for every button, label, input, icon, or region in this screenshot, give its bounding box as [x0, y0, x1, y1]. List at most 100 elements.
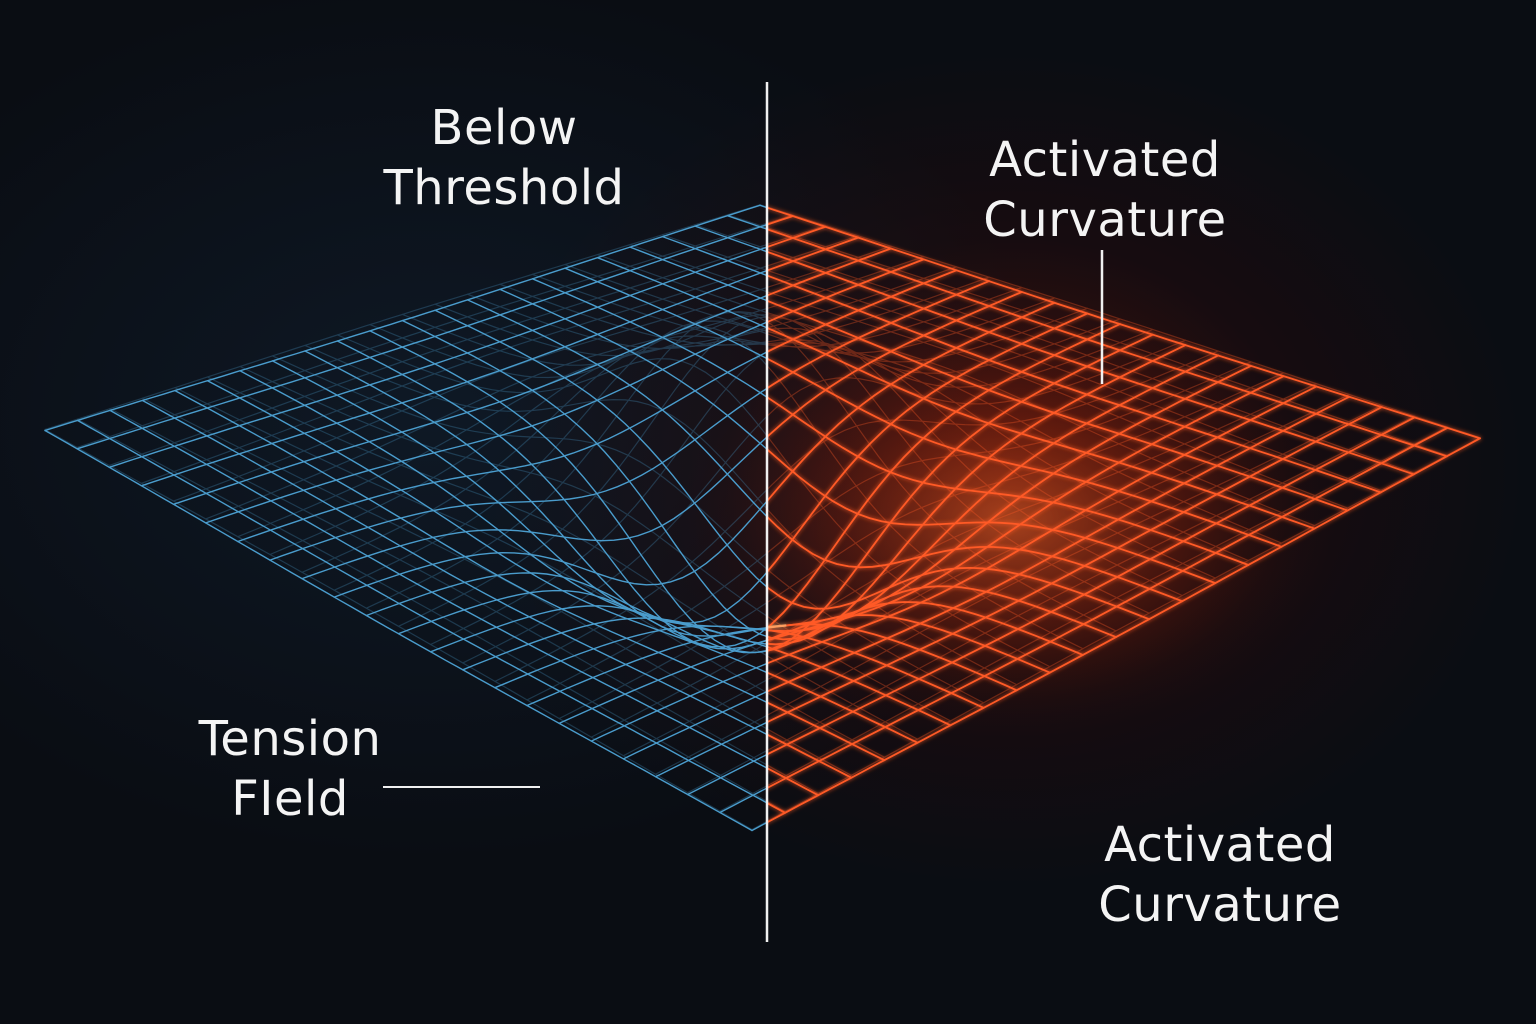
right-grid-u-line-16 — [767, 375, 1285, 642]
reflection-left-grid-v-line-4 — [629, 244, 767, 293]
activated-curvature-label-bottom: Activated Curvature — [1055, 815, 1385, 935]
reflection-right-grid-u-line-19 — [767, 404, 1383, 717]
right-grid-u-line-9 — [767, 301, 1056, 503]
right-grid-u-line-4 — [767, 247, 892, 297]
reflection-left-grid-u-line-13 — [462, 415, 767, 664]
right-grid-u-line-5 — [767, 258, 925, 324]
reflection-right-grid-u-line-20 — [767, 415, 1416, 752]
below-threshold-grid — [44, 204, 767, 832]
right-grid-u-line-6 — [767, 269, 958, 354]
reflection-left-grid-u-line-9 — [333, 320, 767, 591]
reflection-left-grid-v-line-10 — [434, 303, 767, 357]
reflection-left-grid-v-line-11 — [401, 311, 767, 366]
left-grid-u-line-15 — [526, 626, 767, 707]
activated-curvature-bottom-line-2: Curvature — [1098, 877, 1342, 933]
reflection-right-grid-v-line-12 — [767, 364, 1084, 650]
right-grid-v-line-13 — [767, 614, 1051, 674]
left-grid-v-line-22 — [44, 429, 753, 832]
reflection-right-grid-v-line-13 — [767, 434, 1051, 668]
right-grid-u-line-11 — [767, 323, 1121, 629]
reflection-left-grid-u-line-14 — [494, 488, 767, 682]
reflection-right-grid-v-line-14 — [767, 508, 1018, 686]
reflection-left-grid-u-line-1 — [76, 222, 767, 449]
reflection-right-grid-u-line-22 — [767, 437, 1481, 823]
tension-field-label: Tension FIeld — [155, 709, 425, 829]
reflection-right-grid-u-line-6 — [767, 266, 957, 329]
left-grid-v-line-21 — [76, 419, 767, 804]
right-grid-u-line-17 — [767, 385, 1318, 665]
reflection-left-grid-v-line-16 — [239, 365, 767, 617]
activated-curvature-top-line-1: Activated — [989, 132, 1221, 188]
reflection-right-grid-v-line-2 — [767, 248, 1415, 474]
reflection-right-grid-u-line-5 — [767, 255, 925, 310]
left-grid-u-line-16 — [558, 639, 767, 724]
reflection-left-grid-u-line-11 — [397, 316, 767, 627]
reflection-right-grid-u-line-11 — [767, 316, 1121, 374]
below-threshold-line-2: Threshold — [383, 160, 625, 216]
reflection-right-grid-v-line-16 — [767, 615, 952, 722]
left-grid-v-line-16 — [239, 370, 767, 648]
reflection-left-grid-u-line-3 — [140, 265, 767, 484]
right-grid-u-line-15 — [767, 365, 1252, 629]
left-grid-v-line-20 — [109, 409, 767, 769]
right-grid-v-line-15 — [767, 629, 985, 709]
right-grid-v-line-16 — [767, 645, 952, 727]
right-grid-u-line-13 — [767, 344, 1187, 646]
reflection-right-grid-u-line-16 — [767, 372, 1285, 604]
left-grid-v-line-10 — [434, 309, 767, 588]
right-grid-u-line-12 — [767, 333, 1154, 652]
activated-curvature-top-line-2: Curvature — [983, 192, 1227, 248]
reflection-left-grid-u-line-15 — [526, 552, 767, 701]
reflection-left-grid-u-line-7 — [269, 341, 767, 556]
reflection-right-grid-u-line-7 — [767, 276, 990, 343]
reflection-left-grid-v-line-7 — [531, 273, 767, 345]
reflection-right-grid-u-line-18 — [767, 393, 1350, 681]
activated-curvature-bottom-line-1: Activated — [1104, 817, 1336, 873]
reflection-left-grid-v-line-12 — [369, 324, 767, 379]
right-grid-u-line-7 — [767, 280, 990, 390]
reflection-left-grid-u-line-5 — [205, 307, 767, 520]
tension-field-line-2: FIeld — [231, 771, 349, 827]
reflection-right-grid-v-line-15 — [767, 568, 985, 704]
reflection-left-grid-v-line-21 — [76, 418, 767, 803]
reflection-right-grid-v-line-0 — [767, 206, 1481, 439]
reflection-right-grid-u-line-12 — [767, 328, 1154, 388]
right-grid-u-line-21 — [767, 427, 1449, 790]
reflection-right-grid-u-line-4 — [767, 245, 892, 289]
reflection-left-grid-v-line-17 — [206, 376, 767, 657]
reflection-left-grid-u-line-2 — [108, 243, 767, 467]
left-grid-u-line-0 — [44, 204, 761, 432]
left-grid-v-line-8 — [499, 288, 767, 451]
reflection-right-grid-v-line-6 — [767, 330, 1283, 544]
right-grid-v-line-17 — [767, 671, 919, 744]
reflection-left-grid-v-line-22 — [44, 428, 753, 831]
left-grid-v-line-9 — [466, 299, 767, 518]
left-grid-v-line-17 — [206, 380, 767, 674]
reflection-right-grid-v-line-11 — [767, 321, 1117, 632]
left-grid-u-line-17 — [590, 662, 767, 742]
below-threshold-label: Below Threshold — [344, 98, 664, 218]
left-grid-v-line-15 — [271, 360, 767, 631]
reflection-left-grid-u-line-8 — [301, 335, 767, 573]
reflection-left-grid-u-line-17 — [590, 642, 767, 738]
reflection-right-grid-v-line-17 — [767, 655, 919, 740]
left-grid-v-line-12 — [369, 330, 767, 654]
reflection-right-grid-u-line-14 — [767, 350, 1219, 491]
reflection-left-grid-u-line-12 — [430, 350, 767, 646]
reflection-left-grid-u-line-0 — [44, 204, 761, 431]
right-grid-u-line-18 — [767, 395, 1350, 693]
reflection-left-grid-v-line-6 — [564, 263, 767, 332]
reflection-right-grid-v-line-4 — [767, 291, 1349, 509]
right-grid-u-line-19 — [767, 406, 1383, 724]
reflection-right-grid-u-line-15 — [767, 361, 1252, 554]
right-grid-u-line-20 — [767, 416, 1416, 756]
left-grid-v-line-6 — [564, 267, 767, 360]
left-grid-v-line-4 — [629, 246, 767, 302]
left-grid-u-line-14 — [494, 625, 767, 689]
reflection-left-grid-v-line-20 — [109, 408, 767, 766]
reflection-right-grid-v-line-8 — [767, 341, 1216, 579]
reflection-right-grid-u-line-17 — [767, 383, 1317, 644]
left-grid-u-line-18 — [622, 690, 767, 760]
